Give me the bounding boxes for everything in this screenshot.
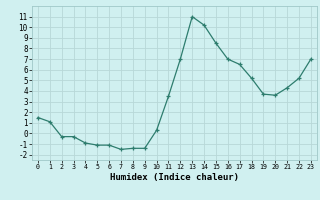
X-axis label: Humidex (Indice chaleur): Humidex (Indice chaleur) [110,173,239,182]
